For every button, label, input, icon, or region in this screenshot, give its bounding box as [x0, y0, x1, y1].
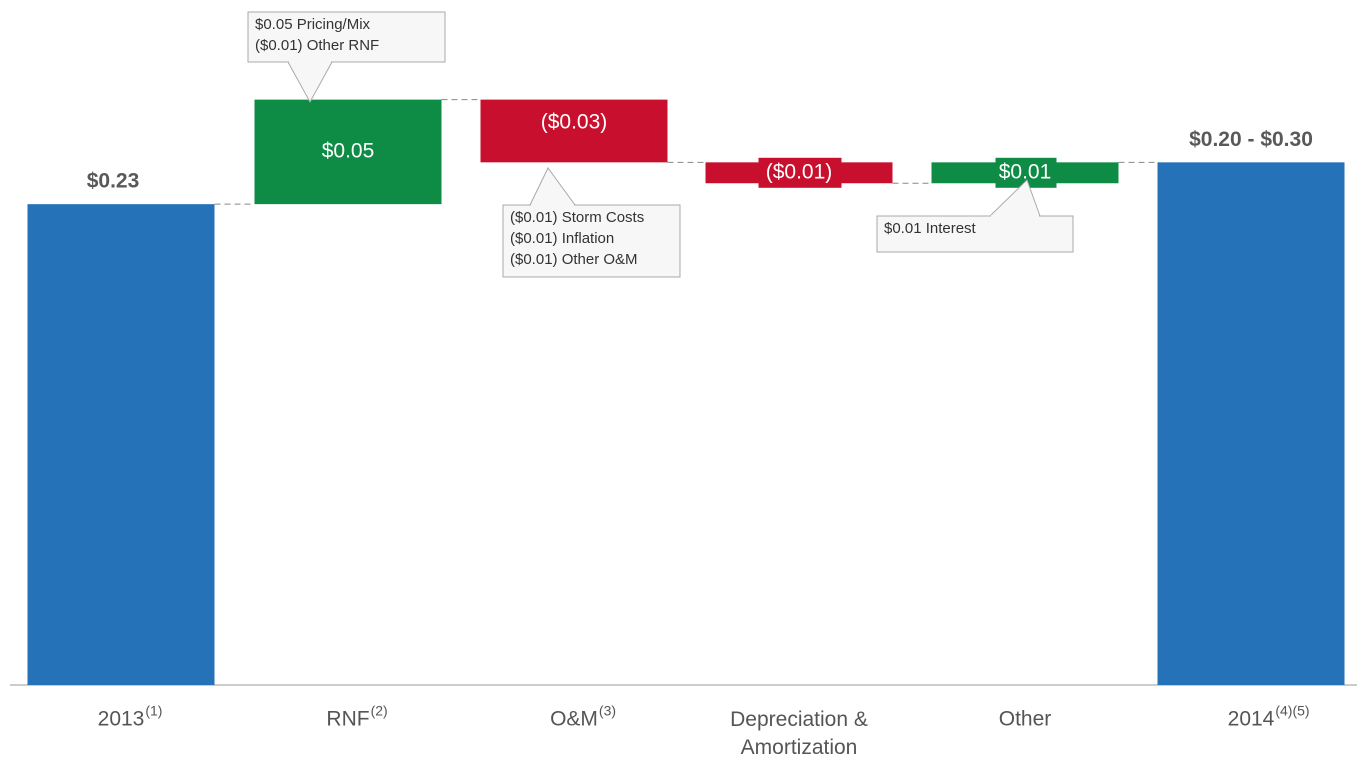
- value-label: ($0.01): [766, 160, 833, 183]
- value-label: $0.05: [322, 139, 375, 162]
- callout-text: $0.05 Pricing/Mix: [255, 16, 371, 33]
- label-back: [758, 157, 842, 188]
- x-tick-label: O&M: [550, 708, 598, 731]
- value-label: $0.01: [999, 160, 1052, 183]
- value-label: ($0.03): [541, 111, 608, 134]
- label-line: Amortization: [741, 736, 858, 759]
- footnote-mark: (3): [599, 703, 616, 719]
- bar: [27, 204, 215, 685]
- bar: [254, 99, 442, 205]
- x-tick-label: 2013: [98, 708, 145, 731]
- callout-text: ($0.01) Inflation: [510, 230, 614, 247]
- x-tick-label: Depreciation & Amortization: [730, 708, 868, 759]
- footnote-mark: (2): [371, 703, 388, 719]
- callout-pointer: [287, 61, 333, 104]
- callout-box: [502, 204, 681, 278]
- callout-text: ($0.01) Other RNF: [255, 37, 379, 54]
- value-label: $0.23: [87, 170, 140, 193]
- value-label: $0.20 - $0.30: [1189, 128, 1313, 151]
- bar: [480, 99, 668, 163]
- callout-pointer: [529, 167, 576, 206]
- x-tick-label: Other: [999, 708, 1052, 731]
- footnote-mark: (1): [145, 703, 162, 719]
- footnote-mark: (4)(5): [1275, 703, 1309, 719]
- callout-text: $0.01 Interest: [884, 220, 977, 237]
- x-tick-label: RNF: [326, 708, 369, 731]
- x-tick-label: 2014: [1228, 708, 1275, 731]
- callout-text: ($0.01) Other O&M: [510, 251, 638, 268]
- label-line: Depreciation &: [730, 708, 868, 731]
- callout-text: ($0.01) Storm Costs: [510, 209, 644, 226]
- bar: [1157, 162, 1345, 685]
- callout-box: [247, 11, 446, 63]
